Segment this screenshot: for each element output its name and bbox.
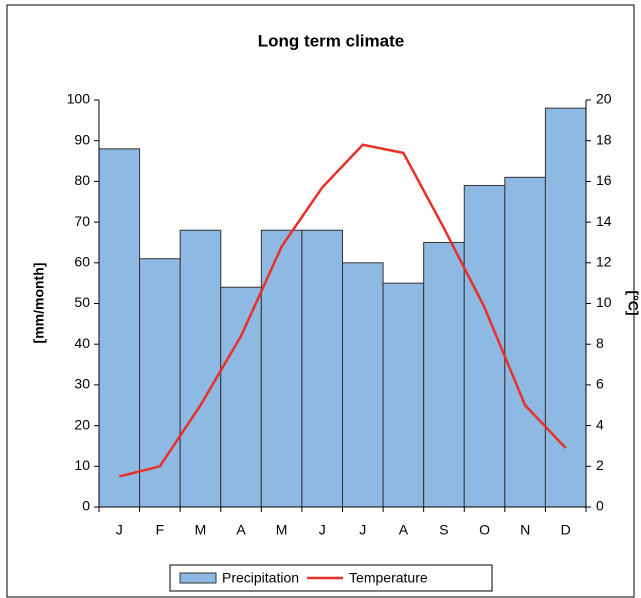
legend-swatch <box>179 572 217 584</box>
legend-label: Precipitation <box>222 570 299 586</box>
y2-tick-label: 18 <box>596 131 612 147</box>
x-tick-label: J <box>116 522 123 538</box>
bar <box>220 286 262 508</box>
y2-tick-label: 12 <box>596 254 612 270</box>
x-tick-label: M <box>195 522 207 538</box>
y-tick-label: 100 <box>67 91 91 107</box>
y2-tick-label: 14 <box>596 213 612 229</box>
x-tick-label: F <box>156 522 165 538</box>
x-tick-label: J <box>319 522 326 538</box>
chart-title: Long term climate <box>258 31 404 50</box>
x-tick-label: A <box>399 522 409 538</box>
y-tick-label: 90 <box>74 131 90 147</box>
y-tick-label: 40 <box>74 335 90 351</box>
x-tick-label: N <box>520 522 530 538</box>
y2-axis-label: [°C] <box>625 290 641 315</box>
y2-tick-label: 6 <box>596 376 604 392</box>
y2-tick-label: 0 <box>596 498 604 514</box>
bar <box>260 229 303 508</box>
x-tick-label: D <box>561 522 571 538</box>
bar <box>301 229 343 508</box>
x-tick-label: O <box>479 522 490 538</box>
bar <box>544 107 587 508</box>
bar <box>342 262 384 508</box>
bar <box>382 282 425 508</box>
x-tick-label: M <box>276 522 288 538</box>
bar <box>98 148 141 508</box>
y2-tick-label: 4 <box>596 416 604 432</box>
x-tick-label: S <box>439 522 448 538</box>
y-axis-label: [mm/month] <box>31 263 47 344</box>
line <box>118 143 567 478</box>
y-tick-label: 20 <box>74 416 90 432</box>
x-tick-label: J <box>359 522 366 538</box>
bar <box>504 176 546 508</box>
y2-tick-label: 16 <box>596 172 612 188</box>
y-tick-label: 80 <box>74 172 90 188</box>
x-tick-label: A <box>236 522 246 538</box>
y2-tick-label: 20 <box>596 91 612 107</box>
y2-tick-label: 8 <box>596 335 604 351</box>
y-tick-label: 60 <box>74 254 90 270</box>
y-tick-label: 50 <box>74 294 90 310</box>
y-tick-label: 10 <box>74 457 90 473</box>
y-tick-label: 30 <box>74 376 90 392</box>
y2-tick-label: 2 <box>596 457 604 473</box>
y-tick-label: 0 <box>82 498 90 514</box>
bar <box>179 229 222 508</box>
bar <box>423 241 465 508</box>
bar <box>463 184 506 508</box>
legend-label: Temperature <box>349 570 428 586</box>
y2-tick-label: 10 <box>596 294 612 310</box>
y-tick-label: 70 <box>74 213 90 229</box>
